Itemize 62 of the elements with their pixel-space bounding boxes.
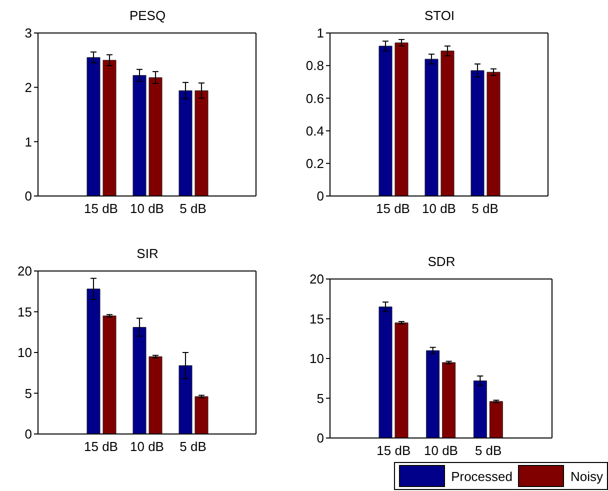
bar: [394, 42, 408, 196]
bar: [132, 75, 146, 196]
bar: [178, 365, 192, 434]
y-tick-label: 0: [316, 188, 324, 204]
bar: [486, 72, 500, 196]
bar: [132, 326, 146, 434]
y-tick-label: 10: [310, 351, 324, 366]
bar: [86, 288, 100, 434]
bar: [178, 90, 192, 196]
bar: [440, 50, 454, 196]
x-tick-label: 5 dB: [180, 439, 206, 454]
legend-label: Processed: [451, 468, 512, 484]
y-tick-label: 0.2: [306, 156, 324, 172]
bar: [424, 58, 438, 196]
y-tick-label: 0: [24, 188, 32, 204]
y-tick-label: 20: [18, 264, 32, 279]
bar: [86, 57, 100, 196]
y-tick-label: 20: [310, 272, 324, 287]
chart-title: STOI: [423, 8, 456, 23]
x-tick-label: 15 dB: [84, 439, 118, 454]
x-tick-label: 10 dB: [424, 443, 458, 458]
y-tick-label: 15: [310, 311, 324, 326]
x-tick-label: 5 dB: [472, 201, 498, 216]
chart-title: SIR: [136, 246, 160, 261]
x-tick-label: 5 dB: [180, 201, 206, 216]
bar: [194, 90, 208, 196]
x-tick-label: 10 dB: [130, 439, 164, 454]
x-tick-label: 10 dB: [130, 201, 164, 216]
x-tick-label: 5 dB: [474, 443, 502, 458]
bar: [378, 306, 392, 438]
bar: [442, 362, 456, 438]
y-tick-label: 0: [316, 430, 324, 446]
bar: [378, 46, 392, 196]
y-tick-label: 1: [24, 134, 32, 150]
x-tick-label: 15 dB: [84, 201, 118, 216]
y-tick-label: 3: [24, 26, 32, 41]
x-tick-label: 10 dB: [422, 201, 456, 216]
y-tick-label: 1: [316, 26, 324, 41]
bar: [148, 356, 162, 434]
y-tick-label: 0.8: [306, 58, 324, 74]
chart-title: PESQ: [128, 8, 167, 23]
y-tick-label: 5: [316, 390, 324, 406]
bar: [470, 70, 484, 196]
bar: [489, 401, 503, 438]
bar: [473, 380, 487, 438]
x-tick-label: 15 dB: [376, 201, 410, 216]
bar: [194, 396, 208, 434]
x-tick-label: 15 dB: [376, 443, 411, 458]
bar: [102, 316, 116, 434]
y-tick-label: 2: [24, 80, 32, 95]
bar: [102, 60, 116, 196]
y-tick-label: 0: [24, 426, 32, 442]
legend-label: Noisy: [570, 468, 603, 484]
bar: [148, 77, 162, 196]
bar: [394, 322, 408, 438]
y-tick-label: 15: [18, 304, 32, 320]
bar: [426, 350, 440, 438]
chart-title: SDR: [426, 254, 456, 269]
y-tick-label: 0.4: [306, 123, 324, 138]
y-tick-label: 5: [24, 386, 32, 401]
y-tick-label: 10: [18, 345, 32, 360]
y-tick-label: 0.6: [306, 90, 324, 106]
